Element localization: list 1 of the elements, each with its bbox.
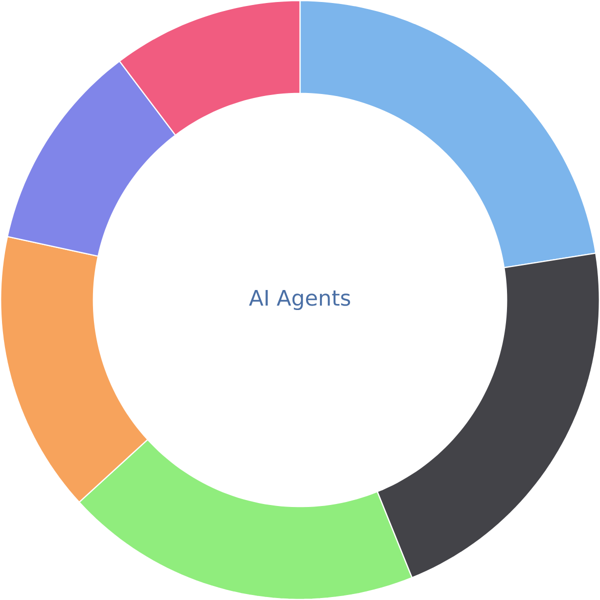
text: AI Agents: [249, 290, 350, 310]
